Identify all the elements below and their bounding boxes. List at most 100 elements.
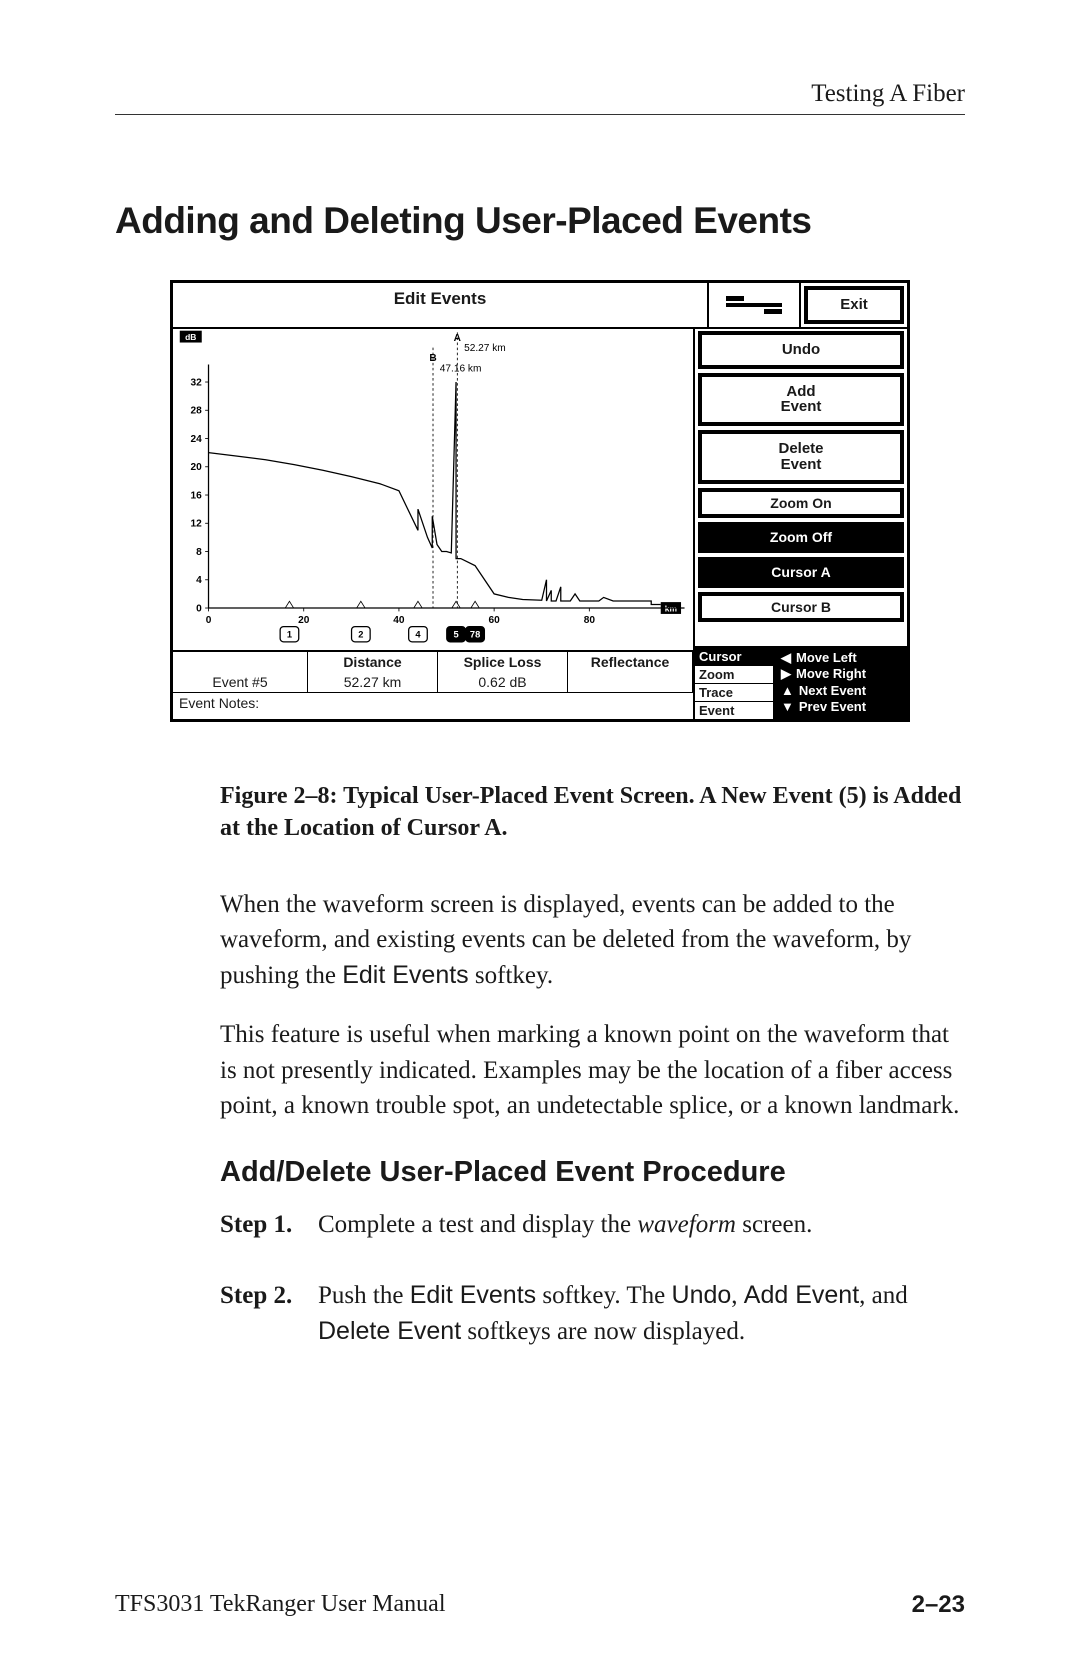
svg-text:2: 2 — [358, 629, 363, 639]
contrast-icon — [709, 283, 801, 327]
p1-b: Edit Events — [342, 961, 468, 989]
arrow-left-icon: ◀ — [781, 650, 791, 666]
mode-cursor[interactable]: Cursor — [695, 648, 773, 666]
manual-page: Testing A Fiber Adding and Deleting User… — [0, 0, 1080, 1669]
svg-text:B: B — [429, 353, 436, 364]
svg-text:4: 4 — [196, 575, 202, 586]
s1c: screen. — [736, 1211, 812, 1238]
otdr-trace-chart: dB322824201612840020406080kmA52.27 kmB47… — [173, 329, 693, 650]
p1-a: When the waveform screen is displayed, e… — [220, 891, 911, 989]
page-title: Adding and Deleting User-Placed Events — [115, 200, 965, 242]
add-event-softkey[interactable]: Add Event — [698, 373, 904, 427]
mode-event[interactable]: Event — [695, 702, 773, 719]
svg-text:52.27 km: 52.27 km — [464, 343, 506, 354]
svg-text:A: A — [454, 333, 462, 344]
figure-wrap: Edit Events Exit dB322824201612840020406… — [115, 280, 965, 722]
arrow-up-label: Next Event — [799, 683, 866, 699]
arrow-right-icon: ▶ — [781, 666, 791, 682]
event-hdr-blank — [173, 652, 308, 672]
svg-text:1: 1 — [287, 629, 292, 639]
svg-text:20: 20 — [298, 615, 310, 626]
event-notes-label: Event Notes: — [173, 692, 693, 719]
mode-zoom[interactable]: Zoom — [695, 666, 773, 684]
page-footer: TFS3031 TekRanger User Manual 2–23 — [115, 1591, 965, 1619]
svg-text:12: 12 — [190, 518, 202, 529]
zoom-on-softkey[interactable]: Zoom On — [698, 488, 904, 519]
zoom-off-softkey[interactable]: Zoom Off — [698, 522, 904, 553]
svg-text:8: 8 — [196, 547, 202, 558]
svg-text:16: 16 — [190, 490, 202, 501]
event-cell-name: Event #5 — [173, 672, 308, 692]
p1-c: softkey. — [469, 962, 553, 989]
running-head: Testing A Fiber — [115, 80, 965, 115]
step1-label: Step 1. — [220, 1207, 318, 1243]
cursor-b-softkey[interactable]: Cursor B — [698, 592, 904, 623]
s2g: , and — [859, 1282, 908, 1309]
plot-area: dB322824201612840020406080kmA52.27 kmB47… — [173, 329, 695, 719]
add-event-label: Add Event — [781, 383, 822, 416]
mode-list: Cursor Zoom Trace Event — [695, 648, 775, 719]
screen-title: Edit Events — [173, 283, 709, 327]
arrow-down-icon: ▼ — [781, 699, 794, 715]
svg-text:78: 78 — [470, 629, 480, 639]
event-hdr-distance: Distance — [308, 652, 438, 672]
step1-body: Complete a test and display the waveform… — [318, 1207, 965, 1243]
event-table: Distance Splice Loss Reflectance Event #… — [173, 650, 693, 719]
svg-text:40: 40 — [393, 615, 405, 626]
svg-text:0: 0 — [196, 603, 202, 614]
s2a: Push the — [318, 1282, 410, 1309]
s2e: , — [731, 1282, 744, 1309]
paragraph-2: This feature is useful when marking a kn… — [220, 1017, 965, 1124]
svg-text:5: 5 — [453, 629, 458, 639]
s2b: Edit Events — [410, 1281, 536, 1309]
exit-softkey[interactable]: Exit — [804, 286, 904, 324]
device-screen: Edit Events Exit dB322824201612840020406… — [170, 280, 910, 722]
event-cell-loss: 0.62 dB — [438, 672, 568, 692]
footer-left: TFS3031 TekRanger User Manual — [115, 1591, 446, 1619]
paragraph-1: When the waveform screen is displayed, e… — [220, 887, 965, 994]
svg-text:4: 4 — [415, 629, 421, 639]
undo-softkey[interactable]: Undo — [698, 331, 904, 369]
event-cell-dist: 52.27 km — [308, 672, 438, 692]
softkey-column: Undo Add Event Delete Event Zoom On Zoom… — [695, 329, 907, 646]
svg-text:60: 60 — [488, 615, 500, 626]
page-number: 2–23 — [912, 1591, 965, 1619]
svg-text:dB: dB — [185, 332, 196, 342]
s2f: Add Event — [744, 1281, 859, 1309]
delete-event-softkey[interactable]: Delete Event — [698, 430, 904, 484]
s2d: Undo — [672, 1281, 732, 1309]
figure-caption: Figure 2–8: Typical User-Placed Event Sc… — [220, 780, 965, 845]
step2-body: Push the Edit Events softkey. The Undo , … — [318, 1278, 965, 1349]
s1b: waveform — [637, 1211, 736, 1238]
arrow-right-label: Move Right — [796, 666, 866, 682]
svg-text:0: 0 — [206, 615, 212, 626]
cursor-a-softkey[interactable]: Cursor A — [698, 557, 904, 588]
s1a: Complete a test and display the — [318, 1211, 637, 1238]
svg-text:20: 20 — [190, 462, 202, 473]
event-cell-refl — [568, 672, 693, 692]
svg-text:80: 80 — [584, 615, 596, 626]
svg-text:47.16 km: 47.16 km — [440, 363, 482, 374]
step2-label: Step 2. — [220, 1278, 318, 1349]
event-hdr-splice: Splice Loss — [438, 652, 568, 672]
s2c: softkey. The — [536, 1282, 671, 1309]
arrow-down-label: Prev Event — [799, 699, 866, 715]
delete-event-label: Delete Event — [778, 440, 823, 473]
svg-text:28: 28 — [190, 405, 202, 416]
s2i: softkeys are now displayed. — [461, 1318, 745, 1345]
screen-right-column: Undo Add Event Delete Event Zoom On Zoom… — [695, 329, 907, 719]
svg-text:24: 24 — [190, 434, 202, 445]
arrow-legend: ◀ Move Left ▶ Move Right ▲ Next Event ▼ Prev… — [775, 648, 907, 719]
svg-text:32: 32 — [190, 377, 202, 388]
arrow-up-icon: ▲ — [781, 683, 794, 699]
arrow-left-label: Move Left — [796, 650, 857, 666]
screen-body: dB322824201612840020406080kmA52.27 kmB47… — [173, 329, 907, 719]
mode-trace[interactable]: Trace — [695, 684, 773, 702]
mode-arrow-panel: Cursor Zoom Trace Event ◀ Move Left ▶ Move… — [695, 646, 907, 719]
procedure-heading: Add/Delete User-Placed Event Procedure — [220, 1156, 965, 1189]
step-2: Step 2. Push the Edit Events softkey. Th… — [220, 1278, 965, 1349]
event-hdr-refl: Reflectance — [568, 652, 693, 672]
screen-titlebar: Edit Events Exit — [173, 283, 907, 329]
s2h: Delete Event — [318, 1317, 461, 1345]
step-1: Step 1. Complete a test and display the … — [220, 1207, 965, 1243]
